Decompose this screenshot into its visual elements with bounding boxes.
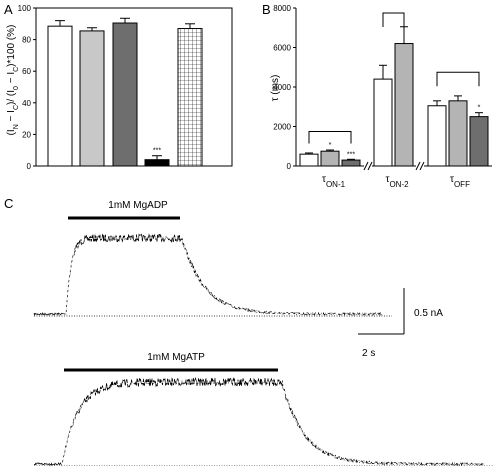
y-tick-label: 40 xyxy=(22,99,31,108)
group-label: τOFF xyxy=(450,174,470,189)
y-tick-label: 20 xyxy=(22,130,31,139)
panel-b-letter: B xyxy=(262,2,271,17)
bar xyxy=(177,28,203,167)
panel-c: C 1mM MgADP 1mM MgATP 0.5 nA 2 s xyxy=(4,196,494,466)
bar xyxy=(112,22,138,167)
panel-a-y-axis-label: (IN − IC)/ (I0 − IC)*100 (%) xyxy=(6,25,20,136)
comparison-bracket xyxy=(436,71,480,87)
bar xyxy=(79,30,105,167)
panel-a: A 0 20 40 60 80 100 *** (IN − IC)/ (I0 − IC)*… xyxy=(4,2,233,171)
y-tick-label: 60 xyxy=(22,67,31,76)
trace-2-label: 1mM MgATP xyxy=(147,352,205,363)
significance-label: * xyxy=(329,142,332,149)
panel-c-letter: C xyxy=(4,196,13,211)
y-tick-label: 4000 xyxy=(273,83,291,92)
current-scale-label: 0.5 nA xyxy=(414,308,443,319)
bar xyxy=(427,105,447,167)
axis-break xyxy=(415,161,421,171)
bar xyxy=(373,78,393,167)
panel-a-letter: A xyxy=(4,2,13,17)
fit-curve xyxy=(61,381,484,465)
y-tick-label: 8000 xyxy=(273,4,291,13)
y-tick-label: 100 xyxy=(18,4,32,13)
y-tick-label: 0 xyxy=(287,162,292,171)
panel-b-y-axis-label: τ (ms) xyxy=(270,75,281,102)
significance-label: *** xyxy=(347,151,355,158)
y-tick-label: 6000 xyxy=(273,44,291,53)
axis-break xyxy=(367,161,373,171)
bar xyxy=(341,159,361,167)
panel-c-traces xyxy=(33,216,494,466)
significance-label: * xyxy=(478,105,481,112)
axis-break xyxy=(419,161,425,171)
significance-label: *** xyxy=(153,148,161,155)
current-trace xyxy=(33,233,383,317)
group-label: τON-2 xyxy=(386,174,410,189)
current-trace xyxy=(34,377,485,466)
y-tick-label: 80 xyxy=(22,36,31,45)
trace-1-label: 1mM MgADP xyxy=(108,200,168,211)
panel-b-bars: ****τON-1 τON-2*τOFF xyxy=(299,12,489,189)
y-tick-label: 2000 xyxy=(273,123,291,132)
comparison-bracket xyxy=(382,12,405,27)
group-label: τON-1 xyxy=(322,174,346,189)
axis-break xyxy=(363,161,369,171)
time-scale-label: 2 s xyxy=(362,348,375,359)
bar xyxy=(394,43,414,167)
bar xyxy=(469,116,489,167)
bar xyxy=(448,100,468,167)
bar xyxy=(299,153,319,167)
fit-curve xyxy=(65,237,382,315)
comparison-bracket xyxy=(308,130,352,144)
y-tick-label: 0 xyxy=(27,162,32,171)
bar xyxy=(144,159,170,167)
bar xyxy=(47,25,73,167)
panel-a-bars: *** xyxy=(47,17,203,167)
bar xyxy=(320,150,340,167)
